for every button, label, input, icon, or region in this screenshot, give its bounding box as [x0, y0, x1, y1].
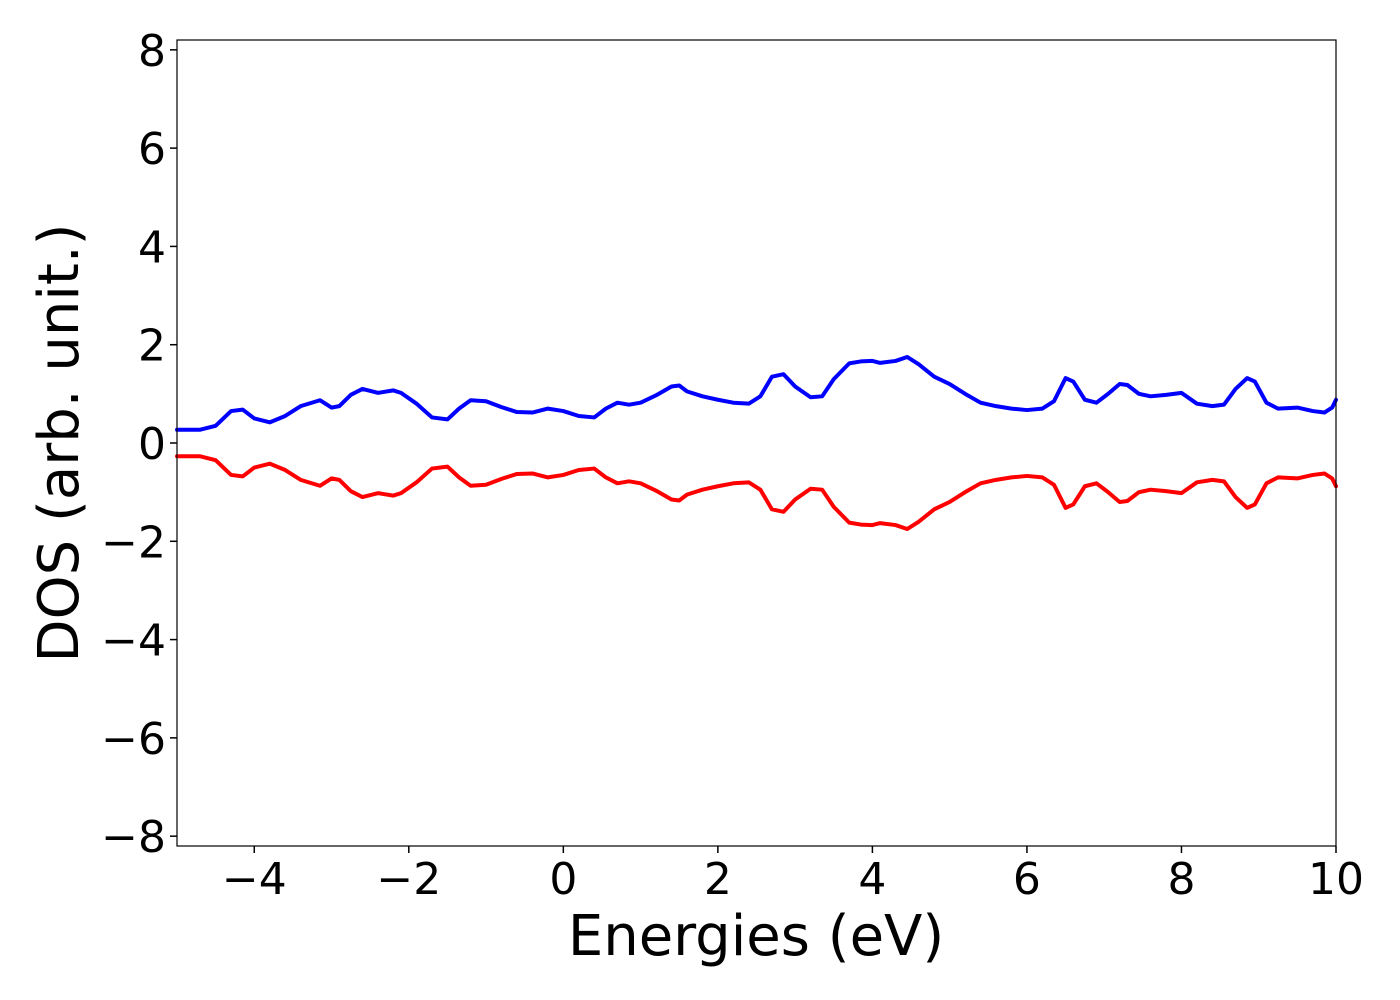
y-axis-label: DOS (arb. unit.): [27, 223, 92, 662]
x-tick-label: −4: [222, 854, 287, 905]
x-axis-label: Energies (eV): [568, 904, 944, 969]
y-tick-label: 4: [138, 222, 166, 273]
x-axis: −4 −2 0 2 4 6 8 10: [222, 846, 1364, 905]
x-tick-label: 10: [1308, 854, 1364, 905]
x-tick-label: 4: [858, 854, 886, 905]
y-tick-label: 0: [138, 419, 166, 470]
series-layer: [175, 354, 1338, 532]
x-tick-label: 6: [1013, 854, 1041, 905]
y-tick-label: 2: [138, 321, 166, 372]
series-line-0: [175, 354, 1338, 432]
y-tick-label: −8: [101, 812, 166, 863]
x-tick-label: 2: [704, 854, 732, 905]
x-tick-label: 0: [549, 854, 577, 905]
series-line-1: [175, 454, 1338, 532]
y-tick-label: 6: [138, 124, 166, 175]
x-tick-label: −2: [376, 854, 441, 905]
y-tick-label: −4: [101, 616, 166, 667]
y-tick-label: −6: [101, 714, 166, 765]
plot-frame: [176, 39, 1337, 847]
y-tick-label: −2: [101, 517, 166, 568]
y-axis: 8 6 4 2 0 −2 −4 −6 −8: [101, 26, 177, 863]
y-tick-label: 8: [138, 26, 166, 77]
x-tick-label: 8: [1167, 854, 1195, 905]
